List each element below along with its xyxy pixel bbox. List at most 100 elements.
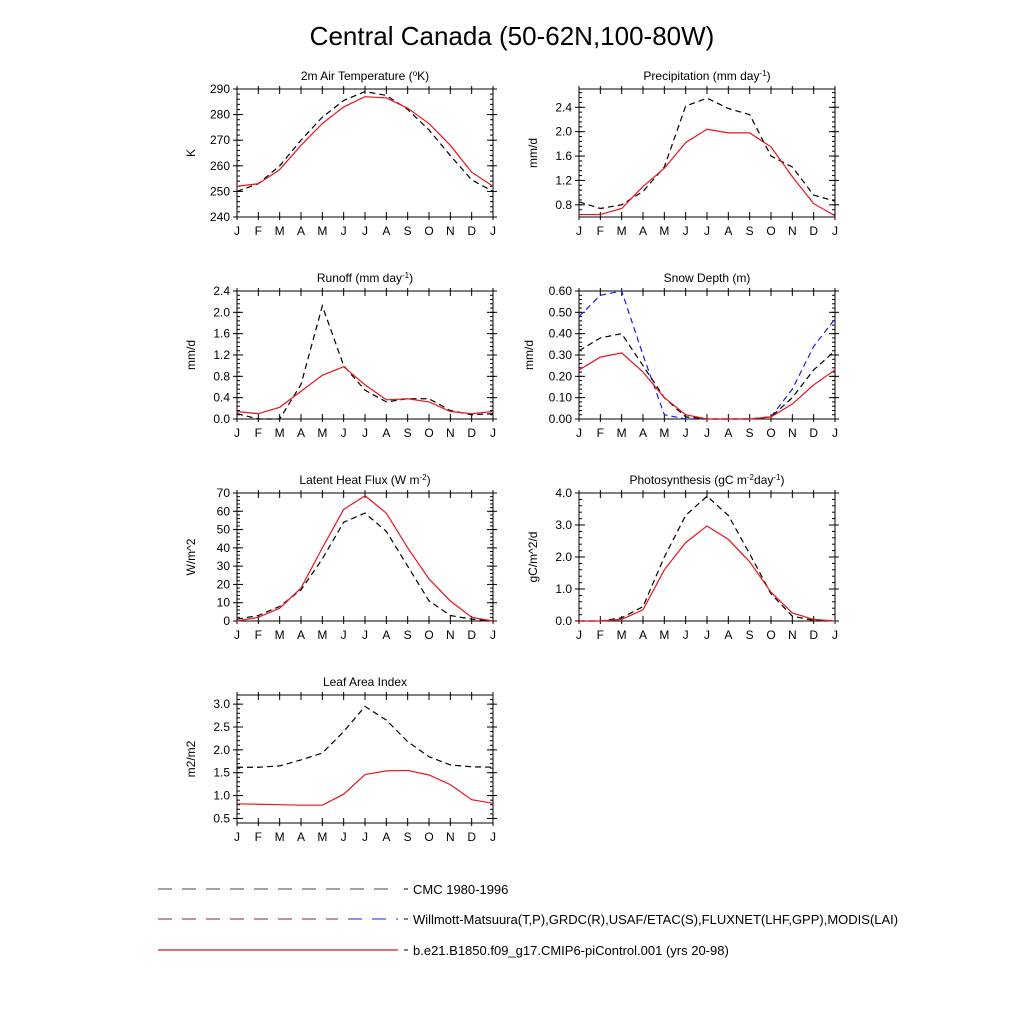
x-tick-label: D [809, 426, 818, 440]
y-axis-label: mm/d [522, 340, 536, 370]
panel-title-after: ) [427, 473, 431, 487]
x-tick-label: S [746, 628, 754, 642]
x-tick-label: D [467, 426, 476, 440]
y-axis-label: mm/d [526, 138, 540, 168]
x-tick-label: J [832, 628, 838, 642]
x-tick-label: D [467, 830, 476, 844]
x-tick-label: J [362, 224, 368, 238]
x-tick-label: S [746, 426, 754, 440]
y-tick-label: 1.2 [555, 173, 572, 187]
y-axis-label: gC/m^2/d [526, 532, 540, 583]
y-tick-label: 2.4 [555, 100, 572, 114]
panel-title: Leaf Area Index [323, 675, 407, 689]
y-tick-label: 1.5 [213, 766, 230, 780]
panel-title-text: Latent Heat Flux (W m [299, 473, 419, 487]
x-tick-label: A [639, 224, 647, 238]
y-tick-label: 30 [217, 559, 231, 573]
x-tick-label: J [234, 830, 240, 844]
x-tick-label: J [832, 224, 838, 238]
x-tick-label: J [832, 426, 838, 440]
x-tick-label: J [704, 628, 710, 642]
y-tick-label: 2.0 [213, 305, 230, 319]
panel-title-sup: -2 [747, 473, 755, 482]
x-tick-label: N [446, 830, 455, 844]
y-tick-label: 0.10 [549, 391, 573, 405]
series-line-model [579, 525, 836, 622]
panel-title: Snow Depth (m) [664, 271, 751, 285]
x-tick-label: A [382, 224, 390, 238]
panel-1: Precipitation (mm day-1)J F M A M J J A S O N D J0.8… [526, 69, 839, 238]
y-tick-label: 0.4 [213, 391, 230, 405]
panel-title-text: 2m Air Temperature ( [301, 69, 413, 83]
x-tick-label: O [424, 426, 433, 440]
x-tick-label: N [446, 426, 455, 440]
y-tick-label: 3.0 [555, 518, 572, 532]
series-line-obs [236, 90, 494, 192]
x-tick-label: D [809, 628, 818, 642]
x-tick-label: J [490, 830, 496, 844]
y-tick-label: 1.0 [213, 789, 230, 803]
x-tick-label: M [317, 426, 327, 440]
y-axis-label: m2/m2 [184, 740, 198, 777]
y-axis-label: W/m^2 [184, 538, 198, 575]
x-tick-label: M [659, 628, 669, 642]
x-tick-label: M [659, 224, 669, 238]
y-tick-label: 0 [223, 614, 230, 628]
y-tick-label: 10 [217, 596, 231, 610]
x-tick-label: A [297, 628, 305, 642]
y-tick-label: 1.6 [213, 327, 230, 341]
plot-frame [578, 88, 836, 218]
x-tick-label: S [404, 628, 412, 642]
x-tick-label: M [659, 426, 669, 440]
panel-2: Runoff (mm day-1)J F M A M J J A S O N D J0.00.40.81… [184, 271, 497, 440]
y-tick-label: 0.0 [213, 412, 230, 426]
x-tick-label: A [724, 628, 732, 642]
x-tick-label: A [724, 426, 732, 440]
panel-title-sup: -1 [759, 69, 767, 78]
legend-label: Willmott-Matsuura(T,P),GRDC(R),USAF/ETAC… [413, 912, 898, 927]
series-line-obs [579, 495, 836, 622]
x-tick-label: J [576, 224, 582, 238]
x-tick-label: J [683, 426, 689, 440]
x-tick-label: J [362, 628, 368, 642]
x-tick-label: O [766, 224, 775, 238]
x-tick-label: J [683, 224, 689, 238]
x-tick-label: F [597, 628, 604, 642]
x-tick-label: A [382, 830, 390, 844]
x-tick-label: A [382, 628, 390, 642]
panel-title-after: ) [767, 69, 771, 83]
panel-title-sup: o [413, 69, 418, 78]
x-tick-label: S [404, 224, 412, 238]
x-tick-label: J [362, 426, 368, 440]
x-tick-label: J [576, 426, 582, 440]
x-tick-label: A [639, 628, 647, 642]
legend-entry: Willmott-Matsuura(T,P),GRDC(R),USAF/ETAC… [158, 912, 898, 927]
series-line-obs [237, 705, 494, 768]
y-tick-label: 1.2 [213, 348, 230, 362]
y-tick-label: 20 [217, 577, 231, 591]
x-tick-label: D [809, 224, 818, 238]
x-tick-label: M [275, 224, 285, 238]
x-tick-label: M [617, 224, 627, 238]
legend: CMC 1980-1996 Willmott-Matsuura(T,P),GRDC… [158, 882, 898, 958]
y-tick-label: 0.8 [555, 198, 572, 212]
panel-title-text: Leaf Area Index [323, 675, 407, 689]
y-tick-label: 260 [210, 159, 230, 173]
x-tick-label: J [576, 628, 582, 642]
x-tick-label: M [617, 426, 627, 440]
legend-entry: CMC 1980-1996 [158, 882, 508, 897]
x-tick-label: O [424, 628, 433, 642]
x-tick-label: M [617, 628, 627, 642]
x-tick-label: J [234, 224, 240, 238]
x-tick-label: N [446, 224, 455, 238]
x-tick-label: M [317, 224, 327, 238]
x-tick-label: A [382, 426, 390, 440]
y-axis-label: mm/d [184, 340, 198, 370]
panel-title: Runoff (mm day-1) [317, 271, 413, 286]
x-tick-label: J [490, 628, 496, 642]
x-tick-label: J [362, 830, 368, 844]
panel-5: Photosynthesis (gC m-2day-1)J F M A M J J A S O N D… [526, 473, 839, 642]
panel-title: 2m Air Temperature (oK) [301, 69, 429, 84]
y-tick-label: 0.8 [213, 369, 230, 383]
series-line-model [236, 494, 494, 622]
